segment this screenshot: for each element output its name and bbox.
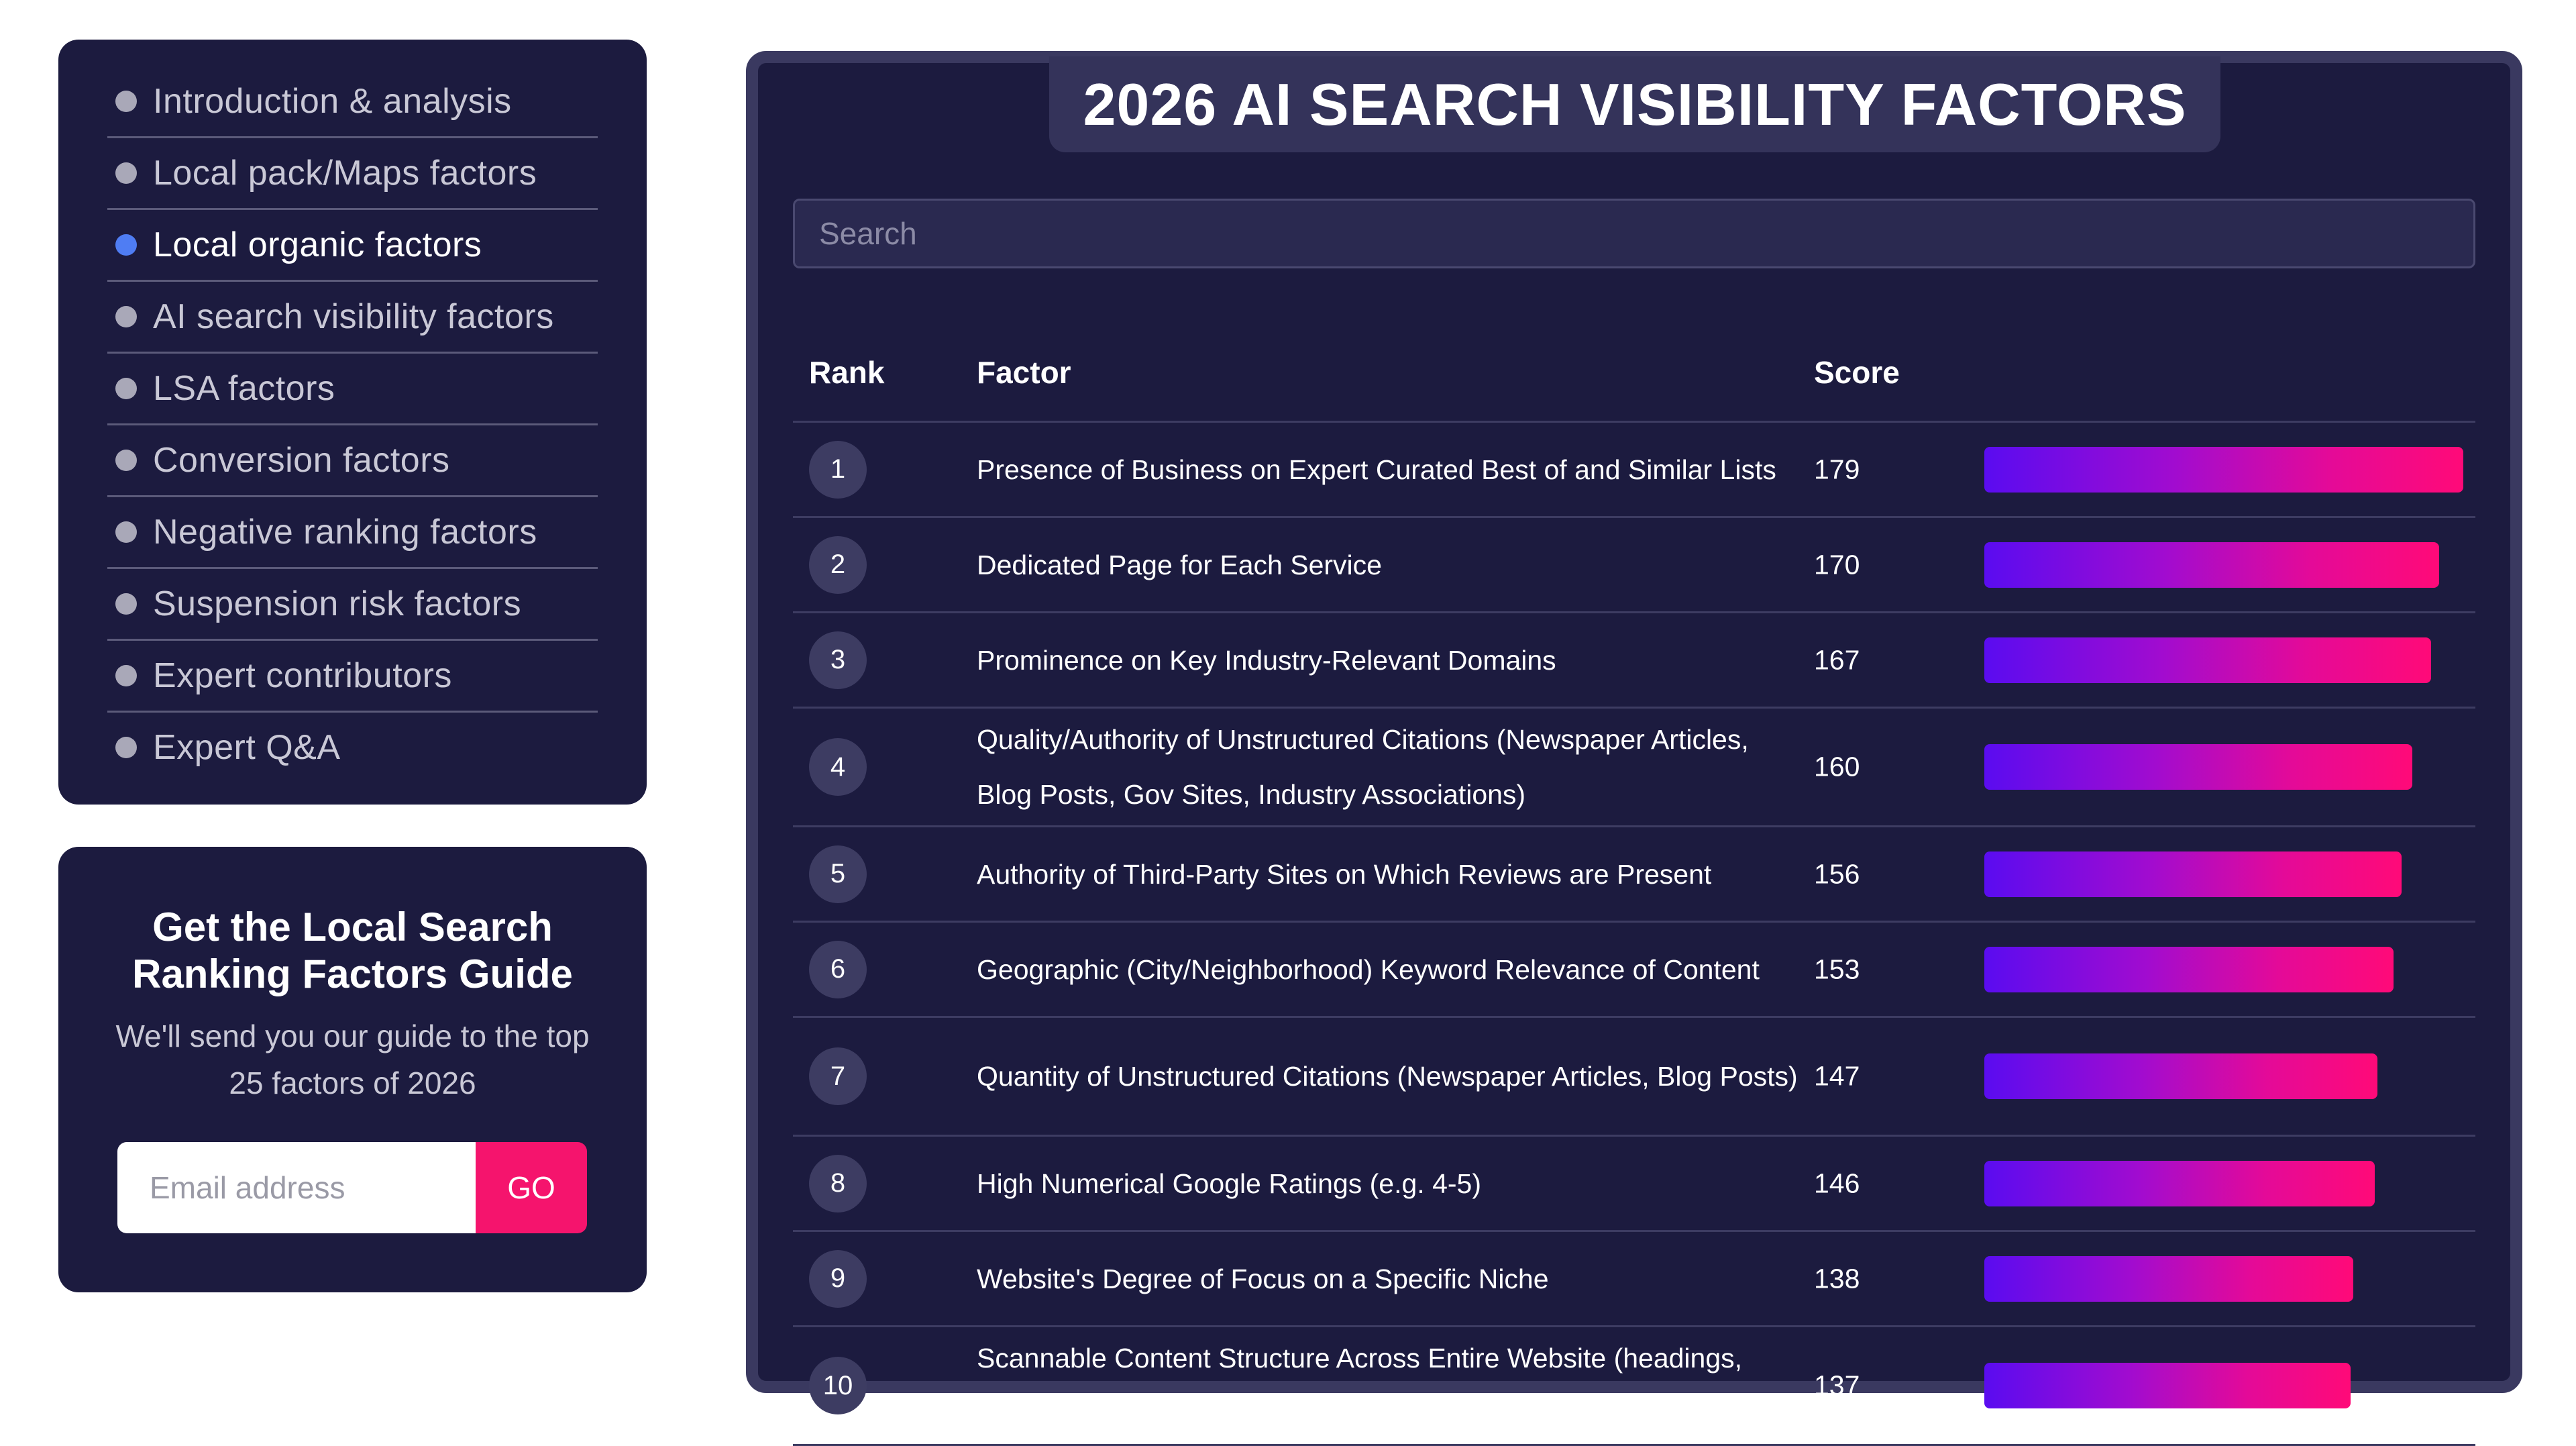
rank-badge: 8 [809, 1154, 867, 1212]
table-row: 4 Quality/Authority of Unstructured Citat… [793, 709, 2475, 827]
score-bar [1984, 446, 2463, 493]
search-input[interactable] [793, 199, 2475, 268]
table-row: 5 Authority of Third-Party Sites on Which… [793, 827, 2475, 923]
title-tab: 2026 AI SEARCH VISIBILITY FACTORS [1049, 56, 2220, 152]
score-column-header[interactable]: Score [1814, 355, 1900, 390]
rank-badge: 7 [809, 1047, 867, 1105]
factor-name: Prominence on Key Industry-Relevant Doma… [977, 644, 1556, 676]
nav-item[interactable]: Conversion factors [107, 425, 598, 497]
bullet-dot-icon [115, 378, 137, 399]
bullet-dot-icon [115, 450, 137, 471]
score-bar [1984, 1053, 2377, 1099]
nav-item[interactable]: Negative ranking factors [107, 497, 598, 569]
nav-item[interactable]: Local organic factors [107, 210, 598, 282]
bullet-dot-icon [115, 665, 137, 686]
score-bar [1984, 637, 2431, 683]
factor-name: Quantity of Unstructured Citations (News… [977, 1061, 1798, 1092]
rank-badge: 3 [809, 631, 867, 689]
guide-description: We'll send you our guide to the top 25 f… [115, 1019, 590, 1100]
factor-name: Dedicated Page for Each Service [977, 549, 1382, 580]
nav-item-label: Local organic factors [153, 225, 482, 264]
nav-item-label: Local pack/Maps factors [153, 154, 537, 193]
nav-item-label: Suspension risk factors [153, 584, 522, 623]
score-bar [1984, 744, 2412, 790]
nav-item[interactable]: Suspension risk factors [107, 569, 598, 641]
table-row: 1 Presence of Business on Expert Curated … [793, 423, 2475, 518]
factor-name: Website's Degree of Focus on a Specific … [977, 1263, 1549, 1294]
score-bar [1984, 1363, 2351, 1408]
factors-table: Rank Factor Score 1 Presence of Business … [793, 345, 2475, 1446]
section-nav: Introduction & analysis Local pack/Maps f… [58, 40, 647, 805]
factor-name: Scannable Content Structure Across Entir… [977, 1343, 1743, 1429]
factor-score: 170 [1814, 549, 1860, 580]
go-button[interactable]: GO [476, 1142, 587, 1233]
bullet-dot-icon [115, 737, 137, 758]
nav-item-label: Introduction & analysis [153, 82, 512, 121]
bullet-dot-icon [115, 593, 137, 615]
table-header: Rank Factor Score [793, 345, 2475, 423]
rank-badge: 1 [809, 440, 867, 499]
table-row: 8 High Numerical Google Ratings (e.g. 4-5… [793, 1137, 2475, 1232]
nav-item-label: LSA factors [153, 369, 335, 408]
rank-badge: 10 [809, 1357, 867, 1414]
factor-score: 153 [1814, 953, 1860, 984]
factor-score: 156 [1814, 858, 1860, 889]
table-row: 10 Scannable Content Structure Across Ent… [793, 1327, 2475, 1446]
guide-form: GO [117, 1142, 587, 1233]
nav-list: Introduction & analysis Local pack/Maps f… [107, 66, 598, 782]
rank-badge: 2 [809, 535, 867, 594]
factor-name: Geographic (City/Neighborhood) Keyword R… [977, 953, 1760, 985]
table-row: 2 Dedicated Page for Each Service 170 [793, 518, 2475, 613]
factor-name: Authority of Third-Party Sites on Which … [977, 858, 1712, 890]
score-bar [1984, 851, 2402, 897]
bullet-dot-icon [115, 306, 137, 327]
factors-panel: 2026 AI SEARCH VISIBILITY FACTORS Rank F… [746, 51, 2522, 1446]
factor-score: 179 [1814, 454, 1860, 484]
factor-name: High Numerical Google Ratings (e.g. 4-5) [977, 1168, 1481, 1199]
factor-score: 160 [1814, 751, 1860, 782]
factor-name: Presence of Business on Expert Curated B… [977, 454, 1776, 485]
rank-badge: 6 [809, 940, 867, 998]
rank-badge: 5 [809, 845, 867, 903]
rank-badge: 4 [809, 738, 867, 796]
rank-badge: 9 [809, 1249, 867, 1308]
nav-item[interactable]: LSA factors [107, 354, 598, 425]
score-bar [1984, 541, 2439, 588]
nav-item-label: Negative ranking factors [153, 513, 537, 552]
rank-column-header[interactable]: Rank [809, 355, 885, 390]
factor-score: 137 [1814, 1370, 1860, 1401]
nav-item[interactable]: AI search visibility factors [107, 282, 598, 354]
nav-item[interactable]: Introduction & analysis [107, 66, 598, 138]
nav-item[interactable]: Expert contributors [107, 641, 598, 713]
email-input[interactable] [117, 1142, 476, 1233]
guide-title: Get the Local Search Ranking Factors Gui… [132, 905, 573, 996]
nav-item-label: Expert Q&A [153, 728, 341, 767]
factor-name: Quality/Authority of Unstructured Citati… [977, 724, 1749, 810]
score-bar [1984, 946, 2394, 992]
score-bar [1984, 1255, 2353, 1302]
table-row: 3 Prominence on Key Industry-Relevant Dom… [793, 613, 2475, 709]
bullet-dot-icon [115, 162, 137, 184]
factor-score: 146 [1814, 1168, 1860, 1198]
score-bar [1984, 1160, 2375, 1206]
factor-score: 167 [1814, 644, 1860, 675]
nav-item-label: AI search visibility factors [153, 297, 554, 336]
table-row: 9 Website's Degree of Focus on a Specific… [793, 1232, 2475, 1327]
bullet-dot-icon [115, 234, 137, 256]
factor-column-header[interactable]: Factor [977, 355, 1071, 390]
factor-score: 147 [1814, 1060, 1860, 1092]
nav-item-label: Conversion factors [153, 441, 450, 480]
bullet-dot-icon [115, 521, 137, 543]
table-body: 1 Presence of Business on Expert Curated … [793, 423, 2475, 1446]
bullet-dot-icon [115, 91, 137, 112]
nav-item[interactable]: Expert Q&A [107, 713, 598, 782]
guide-signup-card: Get the Local Search Ranking Factors Gui… [58, 847, 647, 1292]
page-title: 2026 AI SEARCH VISIBILITY FACTORS [1083, 70, 2187, 138]
nav-item-label: Expert contributors [153, 656, 452, 695]
factor-score: 138 [1814, 1263, 1860, 1294]
table-row: 6 Geographic (City/Neighborhood) Keyword … [793, 923, 2475, 1018]
table-row: 7 Quantity of Unstructured Citations (New… [793, 1018, 2475, 1137]
nav-item[interactable]: Local pack/Maps factors [107, 138, 598, 210]
